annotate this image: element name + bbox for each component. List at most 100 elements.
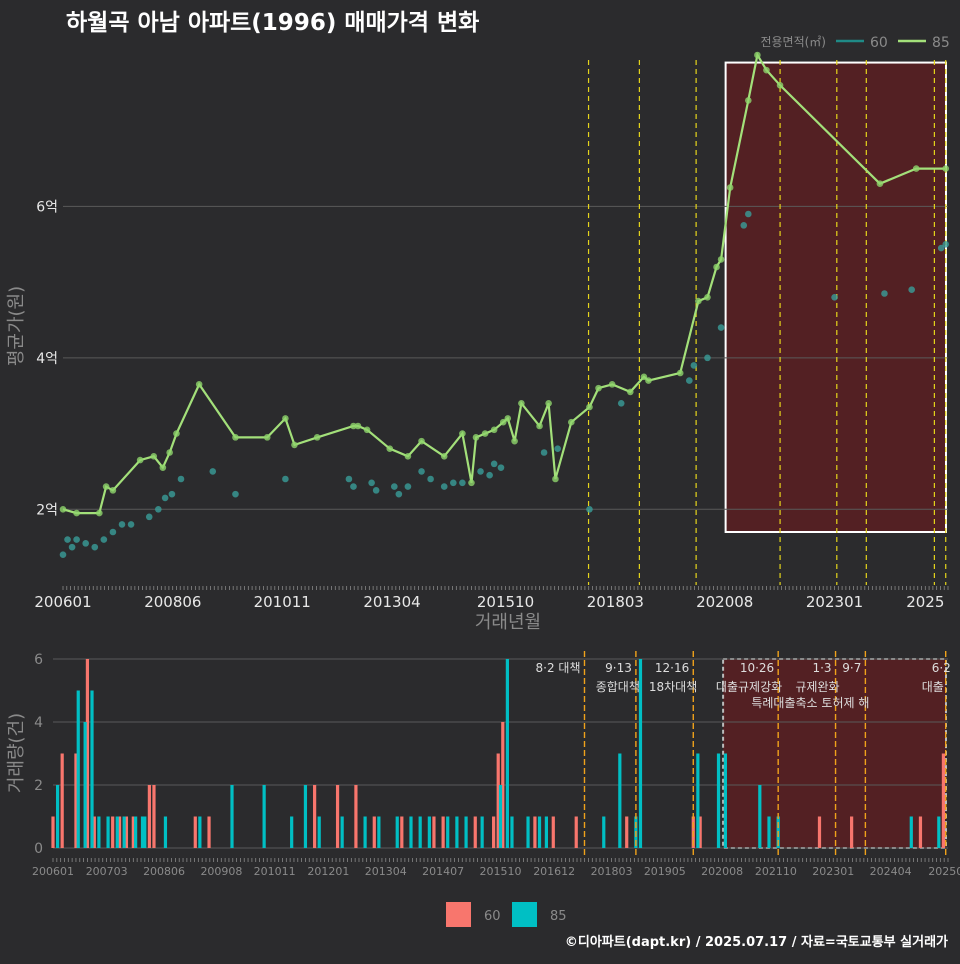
point-60-17 [282, 475, 289, 483]
x-tick-label-bottom-7: 201407 [422, 865, 464, 878]
point-60-20 [368, 479, 375, 487]
point-60-35 [554, 445, 561, 453]
point-85-0 [59, 505, 67, 513]
y-tick-label-bottom-3: 6 [34, 652, 43, 668]
bar-85-27 [464, 816, 468, 848]
x-tick-label-bottom-16: 20250 [928, 865, 960, 878]
x-tick-label-bottom-3: 200908 [200, 865, 242, 878]
x-tick-label-top-1: 200806 [144, 593, 201, 611]
bottom-policy-lines: 8·2 대책 9·13 종합대책 12·16 18차대책 10·26 대출규제강화 1·3 규제… [536, 651, 951, 858]
bar-85-32 [526, 816, 530, 848]
bar-60-24 [533, 816, 537, 848]
legend-label-60: 60 [870, 35, 888, 51]
bar-legend: 60 85 [446, 902, 567, 927]
point-60-15 [209, 468, 217, 475]
point-60-23 [395, 490, 403, 498]
point-85-17 [354, 422, 362, 430]
bar-85-16 [303, 785, 308, 848]
point-85-3 [102, 483, 110, 490]
point-85-30 [511, 437, 518, 445]
point-85-10 [195, 381, 203, 388]
legend-label-bar-60: 60 [484, 909, 501, 924]
bar-85-10 [143, 816, 147, 848]
point-60-28 [450, 479, 457, 487]
bar-60-23 [501, 722, 505, 848]
point-60-38 [686, 377, 693, 384]
policy-label-2: 12·16 [655, 661, 689, 675]
point-85-45 [713, 263, 720, 271]
x-tick-label-bottom-15: 202404 [870, 865, 912, 878]
point-85-44 [704, 293, 711, 301]
bar-85-3 [90, 690, 94, 848]
point-60-43 [745, 210, 752, 218]
bottom-axis: 0 2 4 6 200601 200703 200806 200908 201011 201201… [32, 652, 960, 878]
bar-85-2 [83, 722, 87, 848]
point-85-38 [608, 381, 616, 388]
point-60-24 [404, 483, 412, 490]
point-85-20 [404, 452, 412, 460]
x-tick-label-top-5: 201803 [587, 593, 644, 611]
bar-85-30 [505, 659, 509, 848]
point-85-16 [350, 422, 357, 430]
x-tick-label-bottom-9: 201612 [533, 865, 575, 878]
bar-60-3 [85, 659, 90, 848]
x-tick-label-bottom-14: 202301 [812, 865, 854, 878]
x-tick-label-top-3: 201304 [363, 593, 420, 611]
x-tick-label-bottom-10: 201803 [591, 865, 633, 878]
point-60-2 [68, 543, 76, 551]
x-tick-label-bottom-6: 201304 [365, 865, 407, 878]
bar-85-24 [427, 816, 431, 848]
point-85-28 [499, 418, 507, 426]
point-85-7 [159, 464, 167, 471]
bar-60-27 [625, 816, 629, 848]
x-tick-label-bottom-11: 201905 [644, 865, 686, 878]
policy-label-4: 1·3 [812, 661, 831, 675]
policy-sublabel-4: 규제완화 [795, 680, 839, 694]
bar-85-43 [767, 816, 771, 848]
y-tick-label-bottom-1: 2 [34, 778, 43, 794]
policy-sublabel-1: 종합대책 [596, 679, 640, 694]
policy-label-6: 6·2 [932, 661, 951, 675]
point-60-3 [73, 536, 80, 543]
point-85-13 [282, 415, 289, 422]
bar-85-46 [937, 816, 941, 848]
point-85-40 [640, 373, 648, 381]
policy-sublabel-5: 특례대출축소 토허제 해 [751, 696, 869, 710]
chart-title: 하월곡 아남 아파트(1996) 매매가격 변화 [66, 10, 479, 36]
x-tick-label-bottom-2: 200806 [143, 865, 185, 878]
point-60-29 [459, 479, 466, 487]
x-tick-label-bottom-13: 202110 [755, 865, 797, 878]
point-60-40 [704, 354, 711, 362]
bar-60-17 [400, 816, 404, 848]
point-60-14 [177, 475, 185, 483]
point-85-43 [695, 297, 702, 305]
legend-swatch-bar-85 [512, 902, 537, 927]
bar-85-14 [262, 785, 266, 848]
bar-60-33 [941, 753, 946, 848]
point-60-41 [717, 324, 725, 331]
point-60-12 [161, 494, 169, 502]
point-60-33 [497, 464, 505, 471]
point-85-23 [459, 430, 466, 437]
point-60-7 [109, 528, 117, 536]
bar-85-8 [134, 816, 138, 848]
top-policy-lines [587, 60, 947, 585]
point-85-15 [313, 434, 321, 441]
x-tick-label-top-2: 201011 [254, 593, 311, 611]
bar-60-10 [152, 785, 156, 848]
bar-85-28 [480, 816, 484, 848]
bar-60-32 [918, 816, 923, 848]
point-85-14 [291, 441, 298, 449]
bar-60-2 [74, 753, 78, 848]
bar-85-18 [340, 816, 344, 848]
footer-credit: ©디아파트(dapt.kr) / 2025.07.17 / 자료=국토교통부 실… [565, 934, 948, 950]
legend-label-bar-85: 85 [550, 909, 567, 924]
bar-85-39 [696, 753, 700, 848]
point-85-5 [136, 456, 144, 464]
bar-85-35 [602, 816, 606, 848]
bar-85-4 [97, 816, 101, 848]
line-legend: 전용면적(㎡) 60 85 [760, 35, 949, 51]
bar-85-17 [317, 816, 321, 848]
y-tick-label-top-2: 6억 [36, 199, 58, 215]
